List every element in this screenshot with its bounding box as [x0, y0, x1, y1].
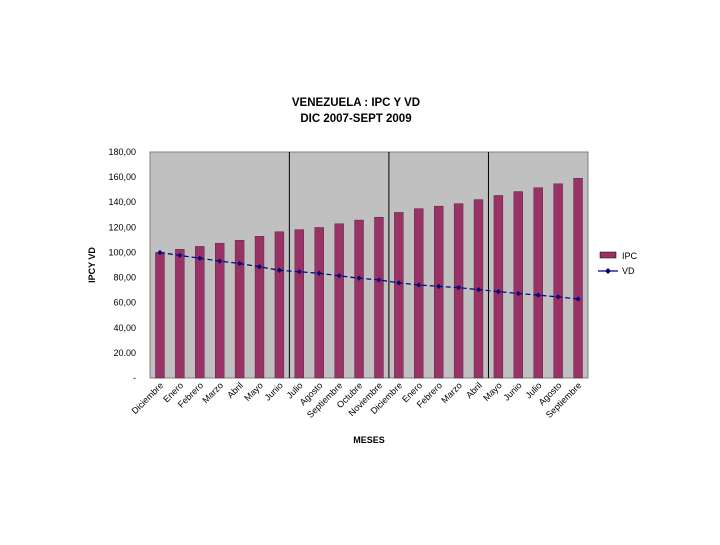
ipc-bar-22 — [573, 178, 583, 379]
vd-point-15 — [436, 283, 442, 289]
legend: IPC VD — [598, 251, 638, 276]
legend-ipc-swatch — [599, 251, 617, 259]
y-axis-title: IPCY VD — [87, 247, 97, 283]
y-tick-label-2: 20.00 — [113, 348, 136, 358]
ipc-bar-4 — [215, 242, 225, 379]
y-tick-label-5: 80,00 — [113, 273, 136, 283]
x-category-label-18: Mayo — [481, 380, 504, 403]
ipc-bar-2 — [175, 249, 185, 379]
y-tick-label-10: 180,00 — [108, 147, 136, 157]
x-category-label-16: Marzo — [439, 380, 464, 405]
ipc-bar-18 — [493, 195, 504, 379]
legend-vd-marker — [605, 268, 611, 274]
y-tick-label-6: 100,00 — [108, 247, 136, 257]
ipc-bar-12 — [374, 216, 384, 379]
vd-series-line — [159, 251, 579, 300]
ipc-bar-20 — [533, 187, 543, 379]
vd-point-1 — [157, 249, 163, 256]
y-tick-label-3: 40,00 — [113, 323, 136, 333]
vd-point-9 — [316, 270, 322, 276]
vd-point-18 — [495, 289, 502, 295]
vd-point-6 — [256, 264, 263, 270]
x-category-label-17: Abril — [464, 380, 484, 400]
ipc-bar-15 — [434, 205, 444, 379]
ipc-bar-9 — [314, 227, 324, 379]
ipc-bar-16 — [453, 203, 464, 379]
vd-point-20 — [535, 292, 541, 298]
vd-point-7 — [276, 267, 283, 273]
ipc-bar-21 — [553, 183, 563, 379]
vd-point-21 — [555, 294, 561, 300]
ipc-bar-11 — [354, 219, 364, 379]
y-tick-label-9: 160,00 — [108, 172, 136, 182]
x-category-label-6: Mayo — [242, 380, 265, 403]
vd-point-5 — [236, 260, 243, 267]
vd-point-14 — [416, 282, 422, 288]
vd-point-4 — [217, 258, 223, 264]
ipc-bar-1 — [155, 252, 165, 379]
vd-point-8 — [296, 269, 302, 275]
vd-point-2 — [177, 252, 183, 259]
y-tick-label-7: 120,00 — [108, 222, 136, 232]
vd-point-16 — [455, 285, 462, 291]
chart-title: VENEZUELA : IPC Y VD — [292, 97, 420, 109]
vd-point-22 — [575, 296, 581, 302]
vd-point-12 — [376, 277, 382, 283]
y-tick-label-1: - — [133, 373, 136, 383]
y-tick-label-8: 140,00 — [108, 197, 136, 207]
x-category-label-5: Abril — [225, 380, 245, 400]
ipc-bar-10 — [334, 223, 344, 379]
vd-point-10 — [336, 273, 342, 279]
ipc-bar-5 — [234, 240, 245, 379]
x-axis-title: MESES — [353, 435, 385, 445]
chart-subtitle: DIC 2007-SEPT 2009 — [300, 113, 411, 125]
x-category-label-1: Diciembre — [130, 380, 166, 416]
vd-point-19 — [515, 290, 521, 297]
vd-point-3 — [197, 255, 203, 261]
y-tick-label-4: 60,00 — [113, 298, 136, 308]
vd-point-17 — [475, 287, 482, 293]
x-category-label-4: Marzo — [200, 380, 225, 405]
x-category-label-19: Junio — [501, 380, 523, 402]
legend-vd-label: VD — [622, 266, 635, 276]
x-category-label-7: Junio — [263, 380, 285, 402]
vd-point-11 — [356, 275, 362, 281]
ipc-bar-13 — [394, 212, 404, 379]
ipc-bar-6 — [254, 236, 265, 379]
ipc-bar-7 — [274, 231, 285, 379]
vd-point-13 — [396, 280, 402, 286]
ipc-bar-14 — [414, 208, 424, 379]
ipc-bar-3 — [195, 246, 205, 379]
ipc-bar-8 — [294, 229, 304, 379]
ipc-bar-19 — [513, 191, 523, 379]
legend-ipc-label: IPC — [622, 251, 638, 261]
